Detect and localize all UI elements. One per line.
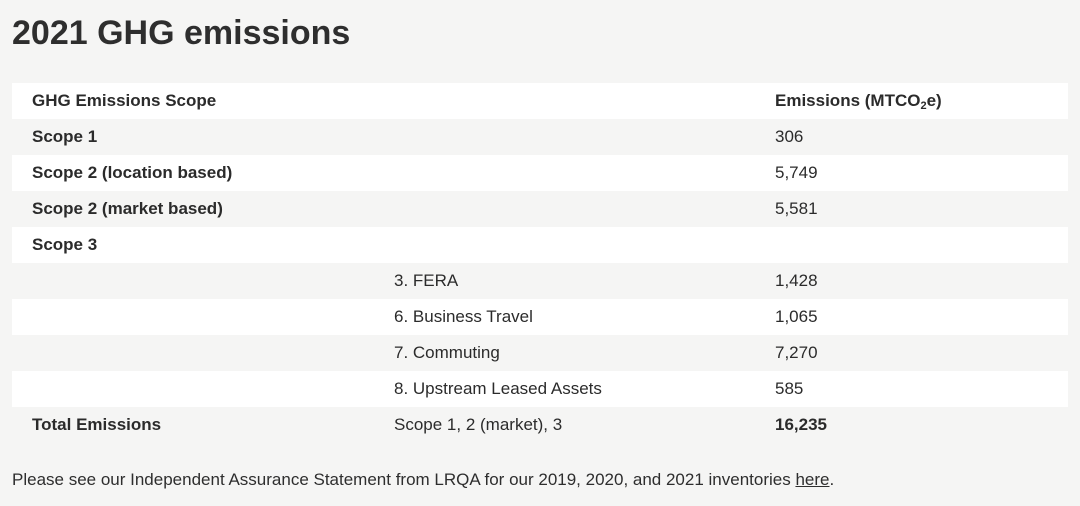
row-category	[394, 191, 775, 227]
table-row: 3. FERA 1,428	[12, 263, 1068, 299]
row-value: 306	[775, 127, 804, 146]
row-value: 1,065	[775, 307, 818, 326]
assurance-note: Please see our Independent Assurance Sta…	[12, 470, 834, 490]
row-value: 585	[775, 379, 804, 398]
assurance-statement-link[interactable]: here	[795, 470, 830, 489]
assurance-note-text: Please see our Independent Assurance Sta…	[12, 470, 796, 489]
ghg-emissions-table: GHG Emissions Scope Emissions (MTCO2e) S…	[12, 83, 1068, 443]
header-emissions-text: Emissions (MTCO	[775, 91, 921, 110]
row-category: 7. Commuting	[394, 343, 500, 362]
table-row: Scope 2 (location based) 5,749	[12, 155, 1068, 191]
row-category: 8. Upstream Leased Assets	[394, 379, 602, 398]
row-category: 3. FERA	[394, 271, 459, 290]
row-scope: Scope 2 (location based)	[32, 163, 233, 182]
row-value: 5,749	[775, 163, 818, 182]
row-scope: Scope 3	[32, 235, 98, 254]
row-value: 7,270	[775, 343, 818, 362]
header-category	[394, 83, 775, 119]
row-value: 1,428	[775, 271, 818, 290]
table-row: Scope 2 (market based) 5,581	[12, 191, 1068, 227]
row-scope	[12, 299, 394, 335]
header-scope: GHG Emissions Scope	[32, 91, 217, 110]
header-emissions-unit-end: e)	[926, 91, 942, 110]
table-row: Scope 3	[12, 227, 1068, 263]
row-category	[394, 155, 775, 191]
row-value: 5,581	[775, 199, 818, 218]
total-scope-note: Scope 1, 2 (market), 3	[394, 415, 563, 434]
table-row: Scope 1 306	[12, 119, 1068, 155]
row-scope: Scope 1	[32, 127, 98, 146]
table-header-row: GHG Emissions Scope Emissions (MTCO2e)	[12, 83, 1068, 119]
table-row: 8. Upstream Leased Assets 585	[12, 371, 1068, 407]
row-value	[775, 227, 1068, 263]
row-category	[394, 119, 775, 155]
header-emissions: Emissions (MTCO2e)	[775, 83, 1068, 119]
table-row: 6. Business Travel 1,065	[12, 299, 1068, 335]
table-total-row: Total Emissions Scope 1, 2 (market), 3 1…	[12, 407, 1068, 443]
table-row: 7. Commuting 7,270	[12, 335, 1068, 371]
assurance-note-end: .	[829, 470, 835, 489]
page-title: 2021 GHG emissions	[12, 14, 351, 52]
row-scope	[12, 335, 394, 371]
total-label: Total Emissions	[32, 415, 162, 434]
row-category	[394, 227, 775, 263]
total-value: 16,235	[775, 415, 827, 434]
row-category: 6. Business Travel	[394, 307, 533, 326]
header-emissions-subscript: 2	[920, 100, 927, 112]
row-scope: Scope 2 (market based)	[32, 199, 223, 218]
row-scope	[12, 263, 394, 299]
row-scope	[12, 371, 394, 407]
